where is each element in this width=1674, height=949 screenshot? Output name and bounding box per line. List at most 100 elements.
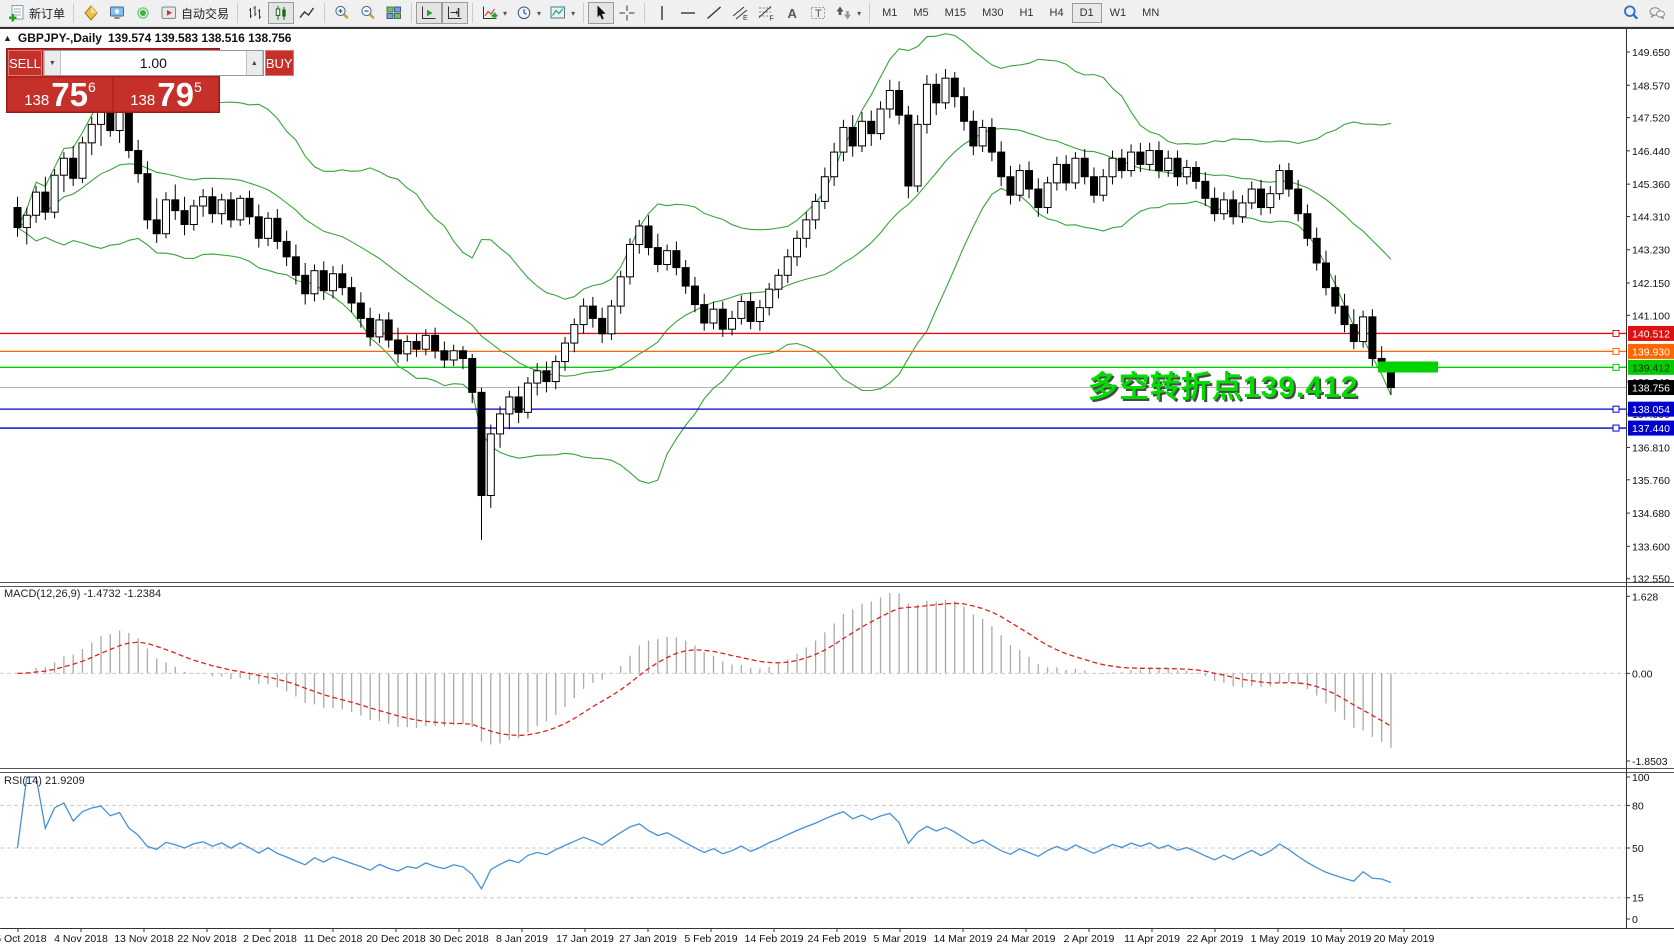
price-tag-139.930[interactable] [1628, 343, 1674, 359]
chat-button[interactable] [1644, 2, 1670, 24]
indicators-dropdown-icon[interactable]: ▾ [503, 8, 508, 18]
autotrading-icon [160, 4, 178, 22]
price-tick-label: 143.230 [1632, 245, 1670, 257]
vertical-line-icon [653, 4, 671, 22]
tf-m15-button[interactable]: M15 [937, 3, 974, 23]
tf-h1-button[interactable]: H1 [1011, 3, 1041, 23]
hline-handle-140.512[interactable] [1612, 329, 1620, 337]
price-tag-140.512[interactable] [1628, 325, 1674, 341]
price-tag-139.412-text: 139.412 [1632, 362, 1670, 374]
price-tag-139.412[interactable] [1628, 359, 1674, 375]
indicators-button[interactable]: ▾ [477, 2, 511, 24]
highlight-rectangle[interactable] [1378, 361, 1438, 373]
fibonacci-button[interactable]: F [753, 2, 779, 24]
templates-dropdown-icon[interactable]: ▾ [571, 8, 576, 18]
date-label: 10 May 2019 [1311, 933, 1372, 945]
tf-m1-button[interactable]: M1 [874, 3, 905, 23]
hline-handle-138.054[interactable] [1612, 405, 1620, 413]
macd-indicator-label: MACD(12,26,9) -1.4732 -1.2384 [4, 588, 162, 600]
bollinger-lower-band [17, 187, 1392, 484]
zoom-out-button[interactable] [355, 2, 381, 24]
equidistant-channel-icon: E [731, 4, 749, 22]
zoom-out-icon [359, 4, 377, 22]
toolbar-separator [644, 3, 646, 23]
tf-m5-button[interactable]: M5 [905, 3, 936, 23]
bid-price-tag[interactable] [1628, 380, 1674, 396]
price-axis[interactable]: 149.650 148.570 147.520 146.440 145.360 144.3… [1626, 29, 1674, 928]
line-chart-button[interactable] [294, 2, 320, 24]
tf-mn-button[interactable]: MN [1134, 3, 1167, 23]
periods-button[interactable]: ▾ [511, 2, 545, 24]
rsi-axis-label: 15 [1632, 893, 1644, 905]
trendline-button[interactable] [701, 2, 727, 24]
turning-point-annotation[interactable]: 多空转折点139.412 [1088, 371, 1359, 404]
metaeditor-icon [82, 4, 100, 22]
date-label: 11 Apr 2019 [1124, 933, 1180, 945]
chart-ohlc-values: 139.574 139.583 138.516 138.756 [107, 31, 292, 45]
date-label: 24 Mar 2019 [997, 933, 1056, 945]
bid-price-tag-text: 138.756 [1632, 383, 1670, 395]
periods-dropdown-icon[interactable]: ▾ [537, 8, 542, 18]
price-tag-137.440[interactable] [1628, 420, 1674, 436]
tf-h4-button[interactable]: H4 [1042, 3, 1072, 23]
volume-decrease-button[interactable]: ▼ [43, 51, 61, 75]
tf-m30-button[interactable]: M30 [974, 3, 1011, 23]
date-label: 5 Feb 2019 [684, 933, 737, 945]
volume-increase-button[interactable]: ▲ [245, 51, 263, 75]
sell-price-main: 75 [51, 75, 88, 113]
tf-w1-button[interactable]: W1 [1102, 3, 1135, 23]
sell-price-display[interactable]: 138 75 6 [8, 78, 112, 111]
hline-handle-139.412[interactable] [1612, 363, 1620, 371]
macd-axis-label: -1.8503 [1632, 756, 1668, 768]
date-label: 4 Nov 2018 [54, 933, 108, 945]
date-label: 8 Jan 2019 [496, 933, 548, 945]
svg-text:T: T [815, 8, 822, 20]
cursor-icon [592, 4, 610, 22]
text-button[interactable]: A [779, 2, 805, 24]
cursor-button[interactable] [588, 2, 615, 24]
price-tag-138.054[interactable] [1628, 401, 1674, 417]
signals-icon [134, 4, 152, 22]
crosshair-button[interactable] [614, 2, 640, 24]
tf-d1-button[interactable]: D1 [1071, 3, 1102, 23]
candlestick-chart-icon [272, 4, 290, 22]
rsi-pane: 100 80 50 15 0 [0, 772, 1650, 926]
date-label: 20 May 2019 [1374, 933, 1435, 945]
buy-price-pip: 5 [193, 79, 202, 95]
templates-button[interactable]: ▾ [545, 2, 579, 24]
autotrading-button[interactable]: 自动交易 [156, 2, 233, 24]
metaeditor-button[interactable] [78, 2, 104, 24]
buy-button[interactable]: BUY [264, 50, 294, 76]
bar-chart-button[interactable] [242, 2, 268, 24]
sell-button[interactable]: SELL [8, 50, 42, 76]
horizontal-line-button[interactable] [675, 2, 701, 24]
tile-windows-button[interactable] [381, 2, 407, 24]
toolbar-separator [324, 3, 326, 23]
search-button[interactable] [1618, 2, 1644, 24]
one-click-trading-panel: SELL ▼ ▲ BUY 138 75 6 138 79 5 [6, 48, 294, 113]
fibonacci-icon: F [757, 4, 775, 22]
zoom-in-button[interactable] [329, 2, 355, 24]
collapse-panel-icon[interactable]: ▲ [3, 33, 12, 43]
arrows-dropdown-icon[interactable]: ▾ [857, 8, 862, 18]
arrows-button[interactable]: ▾ [831, 2, 865, 24]
community-button[interactable] [104, 2, 130, 24]
volume-input[interactable] [60, 51, 246, 75]
hline-handle-139.930[interactable] [1612, 347, 1620, 355]
price-tick-label: 148.570 [1632, 80, 1670, 92]
new-order-button[interactable]: 新订单 [4, 2, 69, 24]
auto-scroll-button[interactable] [416, 2, 443, 24]
text-label-button[interactable]: T [805, 2, 831, 24]
vertical-line-button[interactable] [649, 2, 675, 24]
rsi-axis-label: 80 [1632, 800, 1644, 812]
signals-button[interactable] [130, 2, 156, 24]
buy-price-display[interactable]: 138 79 5 [114, 78, 218, 111]
candlestick-chart-button[interactable] [268, 2, 295, 24]
chart-shift-button[interactable] [442, 2, 469, 24]
equidistant-channel-button[interactable]: E [727, 2, 753, 24]
chart-title: ▲ GBPJPY-,Daily 139.574 139.583 138.516 … [3, 31, 291, 45]
hline-handle-137.440[interactable] [1612, 424, 1620, 432]
